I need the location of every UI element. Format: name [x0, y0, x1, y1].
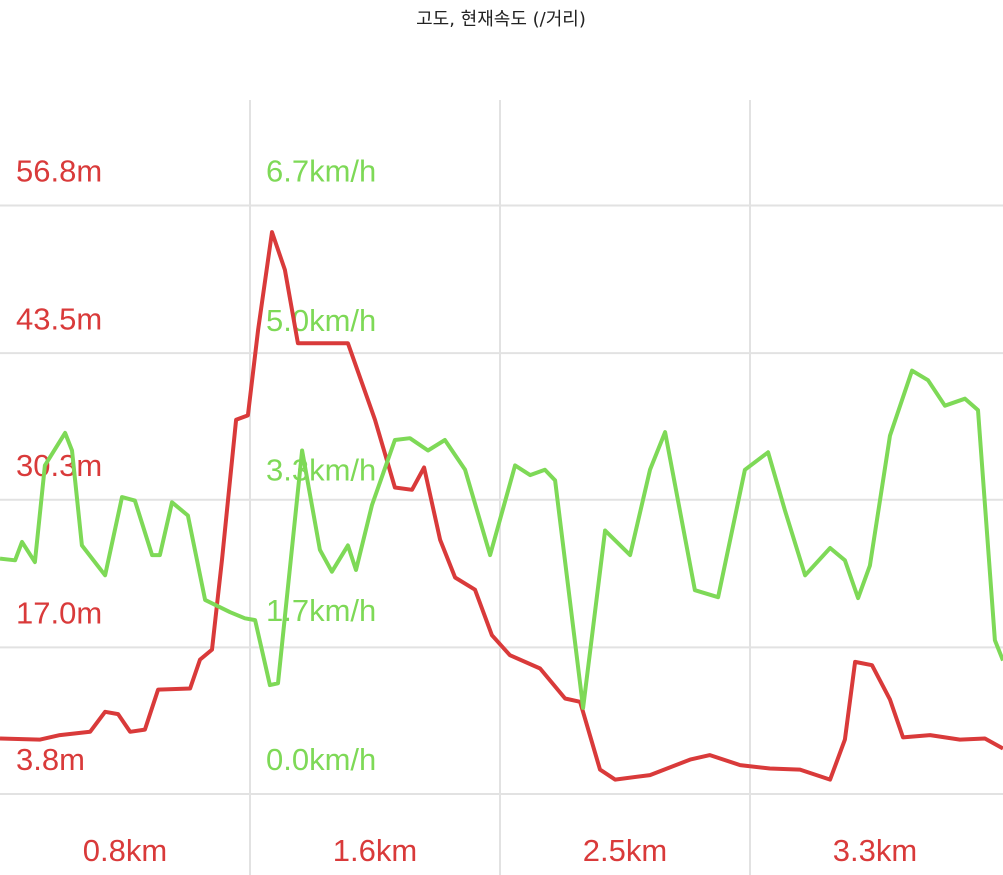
- y-tick-label: 3.8m: [16, 742, 85, 777]
- y2-tick-label: 0.0km/h: [266, 742, 376, 777]
- y2-tick-label: 6.7km/h: [266, 154, 376, 189]
- y-tick-label: 30.3m: [16, 448, 102, 483]
- x-tick-label: 1.6km: [333, 833, 417, 868]
- y-tick-label: 43.5m: [16, 301, 102, 336]
- x-tick-label: 2.5km: [583, 833, 667, 868]
- y-tick-label: 17.0m: [16, 596, 102, 631]
- y-tick-label: 56.8m: [16, 154, 102, 189]
- y2-tick-label: 5.0km/h: [266, 303, 376, 338]
- x-tick-label: 3.3km: [833, 833, 917, 868]
- series-line: [0, 368, 1003, 710]
- x-tick-label: 0.8km: [83, 833, 167, 868]
- series-line: [0, 230, 1003, 782]
- y2-tick-label: 3.3km/h: [266, 452, 376, 487]
- chart-title: 고도, 현재속도 (/거리): [416, 9, 586, 30]
